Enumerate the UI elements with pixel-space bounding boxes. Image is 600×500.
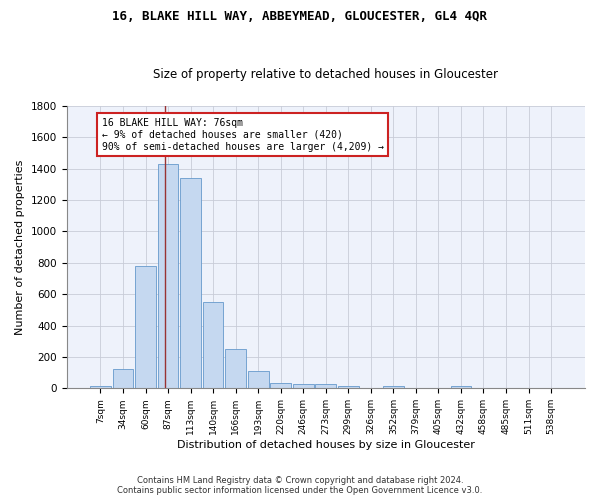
Bar	[203, 302, 223, 388]
Text: Contains HM Land Registry data © Crown copyright and database right 2024.
Contai: Contains HM Land Registry data © Crown c…	[118, 476, 482, 495]
Bar	[248, 371, 269, 388]
Bar	[316, 384, 336, 388]
Bar	[383, 386, 404, 388]
Bar	[113, 368, 133, 388]
Bar	[158, 164, 178, 388]
Bar	[293, 384, 314, 388]
Y-axis label: Number of detached properties: Number of detached properties	[15, 160, 25, 335]
Bar	[225, 350, 246, 389]
Text: 16, BLAKE HILL WAY, ABBEYMEAD, GLOUCESTER, GL4 4QR: 16, BLAKE HILL WAY, ABBEYMEAD, GLOUCESTE…	[113, 10, 487, 23]
Title: Size of property relative to detached houses in Gloucester: Size of property relative to detached ho…	[153, 68, 498, 81]
Text: 16 BLAKE HILL WAY: 76sqm
← 9% of detached houses are smaller (420)
90% of semi-d: 16 BLAKE HILL WAY: 76sqm ← 9% of detache…	[101, 118, 383, 152]
Bar	[451, 386, 472, 388]
X-axis label: Distribution of detached houses by size in Gloucester: Distribution of detached houses by size …	[177, 440, 475, 450]
Bar	[271, 383, 291, 388]
Bar	[90, 386, 111, 388]
Bar	[338, 386, 359, 388]
Bar	[135, 266, 156, 388]
Bar	[180, 178, 201, 388]
